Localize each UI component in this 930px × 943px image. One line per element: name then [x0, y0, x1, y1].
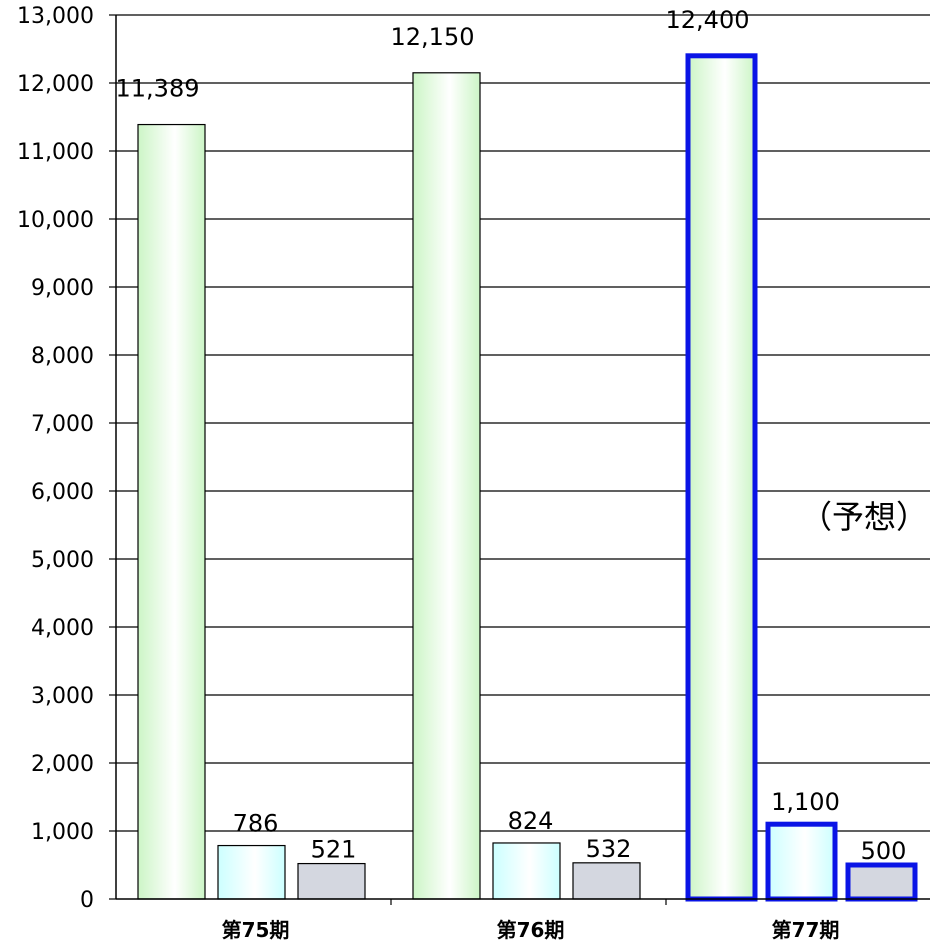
bar-series-3-category-3 — [845, 862, 918, 902]
y-tick-label: 2,000 — [31, 752, 94, 777]
x-tick-label: 第76期 — [497, 918, 565, 942]
labels: 0 1,000 2,000 3,000 4,000 5,000 6,000 7,000 8,00… — [17, 4, 906, 942]
x-tick-label: 第75期 — [222, 918, 290, 942]
forecast-annotation: （予想） — [800, 498, 928, 536]
y-tick-label: 4,000 — [31, 616, 94, 641]
bars — [137, 53, 918, 902]
bar-series-3-category-1 — [297, 862, 366, 900]
data-label: 521 — [311, 836, 357, 864]
y-tick-label: 11,000 — [17, 140, 94, 165]
x-tick-label: 第77期 — [772, 918, 840, 942]
bar-series-1-category-1 — [137, 123, 206, 900]
data-label: 532 — [586, 835, 632, 863]
y-tick-label: 7,000 — [31, 412, 94, 437]
y-tick-label: 3,000 — [31, 684, 94, 709]
bar-series-1-category-2 — [412, 72, 481, 900]
y-tick-label: 13,000 — [17, 4, 94, 29]
bar-series-1-category-3 — [685, 53, 758, 902]
y-tick-label: 0 — [80, 888, 94, 913]
axes — [109, 14, 930, 905]
data-label: 824 — [508, 807, 554, 835]
y-tick-label: 8,000 — [31, 344, 94, 369]
bar-series-2-category-1 — [217, 844, 286, 900]
data-label: 1,100 — [771, 788, 840, 816]
y-tick-label: 6,000 — [31, 480, 94, 505]
data-label: 12,400 — [666, 6, 750, 34]
data-label: 786 — [233, 810, 279, 838]
bar-series-2-category-2 — [492, 842, 561, 900]
y-tick-label: 9,000 — [31, 276, 94, 301]
gridlines — [116, 14, 930, 832]
data-label: 12,150 — [391, 23, 475, 51]
y-tick-label: 12,000 — [17, 72, 94, 97]
y-tick-label: 10,000 — [17, 208, 94, 233]
data-label: 500 — [861, 837, 907, 865]
bar-series-3-category-2 — [572, 862, 641, 900]
y-tick-label: 5,000 — [31, 548, 94, 573]
y-tick-label: 1,000 — [31, 820, 94, 845]
bar-series-2-category-3 — [765, 821, 838, 902]
data-label: 11,389 — [116, 75, 200, 103]
